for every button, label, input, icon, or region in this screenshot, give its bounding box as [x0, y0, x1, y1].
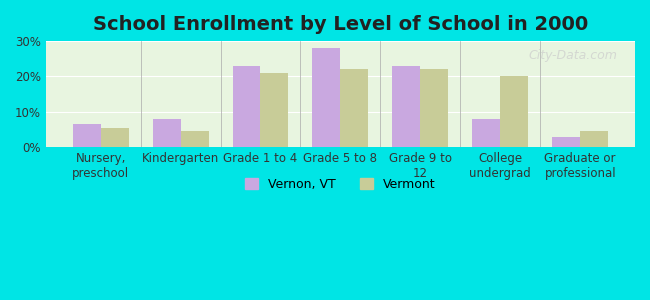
Bar [73, 124, 101, 147]
Bar [153, 119, 181, 147]
Legend: Vernon, VT, Vermont: Vernon, VT, Vermont [240, 173, 441, 196]
Bar [580, 131, 608, 147]
Bar [313, 48, 341, 147]
Title: School Enrollment by Level of School in 2000: School Enrollment by Level of School in … [93, 15, 588, 34]
Bar [341, 69, 369, 147]
Bar [473, 119, 501, 147]
Bar [261, 73, 289, 147]
Bar [500, 76, 528, 147]
Bar [421, 69, 448, 147]
Text: City-Data.com: City-Data.com [528, 49, 618, 62]
Bar [552, 136, 580, 147]
Bar [101, 128, 129, 147]
Bar [393, 66, 421, 147]
Bar [181, 131, 209, 147]
Bar [233, 66, 261, 147]
